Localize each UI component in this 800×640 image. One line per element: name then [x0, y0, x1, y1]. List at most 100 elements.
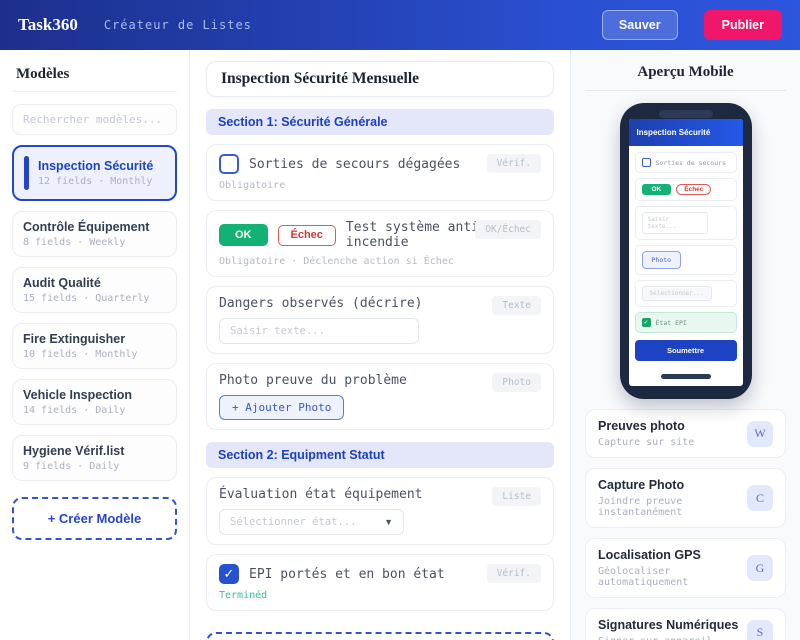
template-title: Fire Extinguisher	[23, 332, 126, 346]
phone-okfail-card: OK Échec	[634, 178, 737, 201]
phone-photo-card: Photo	[634, 245, 737, 275]
text-field-input[interactable]	[219, 318, 419, 344]
photo-proof-icon: W	[747, 420, 773, 447]
phone-select-card: Sélectionner...	[634, 280, 737, 307]
sidebar-title: Modèles	[16, 66, 70, 82]
field-label: Test système anti-incendie	[345, 220, 487, 250]
checkbox-checked[interactable]	[219, 564, 239, 584]
phone-photo-button: Photo	[641, 251, 682, 269]
feature-card-capture-photo: Capture Photo Joindre preuve instantaném…	[585, 468, 786, 528]
field-label: EPI portés et en bon état	[249, 566, 445, 582]
field-type-badge: Liste	[492, 487, 541, 506]
template-title: Contrôle Équipement	[23, 220, 150, 234]
template-meta: 12 fields · Monthly	[38, 176, 153, 187]
phone-check-icon	[641, 318, 651, 327]
field-type-badge: Texte	[492, 296, 541, 315]
template-meta: 10 fields · Monthly	[23, 349, 138, 360]
mobile-preview-panel: Aperçu Mobile Inspection Sécurité Sortie…	[570, 50, 800, 640]
select-placeholder: Sélectionner état...	[230, 516, 357, 528]
phone-epi-label: État EPI	[655, 318, 687, 327]
field-card-checkbox-sorties[interactable]: Vérif. Sorties de secours dégagées Oblig…	[206, 144, 554, 201]
template-item-hygiene-verif[interactable]: Hygiene Vérif.list 9 fields · Daily	[12, 435, 177, 481]
feature-title: Localisation GPS	[598, 548, 701, 562]
template-item-vehicle-inspection[interactable]: Vehicle Inspection 14 fields · Daily	[12, 379, 177, 425]
feature-subtitle: Géolocaliser automatiquement	[598, 566, 689, 588]
feature-card-preuves-photo: Preuves photo Capture sur site W	[585, 409, 786, 458]
feature-card-localisation-gps: Localisation GPS Géolocaliser automatiqu…	[585, 538, 786, 598]
template-item-audit-qualite[interactable]: Audit Qualité 15 fields · Quarterly	[12, 267, 177, 313]
template-title: Hygiene Vérif.list	[23, 444, 125, 458]
feature-title: Preuves photo	[598, 419, 685, 433]
app-header: Task360 Créateur de Listes Sauver Publie…	[0, 0, 800, 50]
template-title: Vehicle Inspection	[23, 388, 133, 402]
feature-subtitle: Capture sur site	[598, 437, 695, 448]
chevron-down-icon: ▼	[384, 517, 393, 527]
phone-notch	[658, 110, 713, 118]
feature-card-signatures: Signatures Numériques Signer sur apparei…	[585, 608, 786, 640]
feature-title: Signatures Numériques	[598, 618, 739, 632]
form-builder-panel: Inspection Sécurité Mensuelle Section 1:…	[190, 50, 570, 640]
field-meta: Obligatoire	[219, 180, 286, 191]
phone-epi-card: État EPI	[634, 312, 737, 333]
phone-text-input: Saisir texte...	[641, 212, 708, 234]
template-meta: 8 fields · Weekly	[23, 237, 126, 248]
create-template-button[interactable]: + Créer Modèle	[12, 497, 177, 540]
feature-subtitle: Joindre preuve instantanément	[598, 496, 683, 518]
field-type-badge: Vérif.	[486, 564, 541, 583]
phone-ok-button: OK	[641, 184, 672, 195]
preview-title: Aperçu Mobile	[637, 64, 734, 80]
sidebar-divider	[12, 91, 177, 92]
phone-echec-button: Échec	[676, 184, 712, 195]
save-button[interactable]: Sauver	[601, 10, 678, 40]
template-search-input[interactable]	[12, 104, 177, 135]
field-card-ok-echec[interactable]: OK/Échec OK Échec Test système anti-ince…	[206, 210, 554, 277]
template-meta: 9 fields · Daily	[23, 461, 120, 472]
gps-icon: G	[747, 555, 773, 581]
ok-button[interactable]: OK	[219, 224, 268, 246]
field-type-badge: OK/Échec	[475, 220, 541, 239]
section-1-banner: Section 1: Sécurité Générale	[206, 109, 554, 135]
publish-button[interactable]: Publier	[703, 10, 782, 40]
field-type-badge: Photo	[492, 373, 541, 392]
add-photo-button[interactable]: + Ajouter Photo	[219, 395, 345, 420]
field-card-checkbox-epi[interactable]: Vérif. EPI portés et en bon état Terminé…	[206, 554, 554, 611]
nav-link-list-creator[interactable]: Créateur de Listes	[103, 18, 252, 32]
phone-select-input: Sélectionner...	[641, 286, 712, 301]
field-meta: Obligatoire · Déclenche action si Échec	[219, 256, 454, 267]
template-item-controle-equipement[interactable]: Contrôle Équipement 8 fields · Weekly	[12, 211, 177, 257]
form-title-card[interactable]: Inspection Sécurité Mensuelle	[206, 61, 554, 97]
etat-select-dropdown[interactable]: Sélectionner état... ▼	[219, 509, 404, 535]
phone-checkbox-label: Sorties de secours	[655, 158, 726, 167]
field-card-photo-preuve[interactable]: Photo Photo preuve du problème + Ajouter…	[206, 363, 554, 430]
template-item-inspection-securite[interactable]: Inspection Sécurité 12 fields · Monthly	[12, 145, 177, 201]
field-type-badge: Vérif.	[486, 154, 541, 173]
field-label: Photo preuve du problème	[219, 373, 407, 388]
phone-screen: Inspection Sécurité Sorties de secours O…	[628, 119, 743, 386]
field-status-done: Terminéd	[219, 590, 268, 601]
checkbox-unchecked[interactable]	[219, 154, 239, 174]
main-layout: Modèles Inspection Sécurité 12 fields · …	[0, 50, 800, 640]
phone-text-card: Saisir texte...	[634, 206, 737, 240]
feature-title: Capture Photo	[598, 478, 685, 492]
template-item-fire-extinguisher[interactable]: Fire Extinguisher 10 fields · Monthly	[12, 323, 177, 369]
preview-divider	[585, 90, 786, 91]
field-label: Sorties de secours dégagées	[249, 156, 461, 172]
phone-app-header: Inspection Sécurité	[628, 119, 743, 146]
active-accent-bar	[24, 156, 29, 190]
section-2-banner: Section 2: Equipment Statut	[206, 442, 554, 468]
camera-icon: C	[747, 485, 773, 511]
phone-checkbox-icon	[641, 158, 651, 167]
template-meta: 15 fields · Quarterly	[23, 293, 150, 304]
field-card-list-evaluation[interactable]: Liste Évaluation état équipement Sélecti…	[206, 477, 554, 545]
phone-home-indicator	[660, 374, 711, 379]
echec-button[interactable]: Échec	[277, 224, 336, 246]
app-logo: Task360	[18, 15, 78, 34]
phone-checkbox-card: Sorties de secours	[634, 152, 737, 173]
add-field-button[interactable]: + Ajouter Champ	[206, 632, 554, 640]
phone-mockup: Inspection Sécurité Sorties de secours O…	[619, 103, 752, 399]
templates-sidebar: Modèles Inspection Sécurité 12 fields · …	[0, 50, 190, 640]
field-label: Évaluation état équipement	[219, 487, 423, 502]
field-card-text-dangers[interactable]: Texte Dangers observés (décrire)	[206, 286, 554, 354]
feature-subtitle: Signer sur appareil	[598, 636, 747, 640]
template-meta: 14 fields · Daily	[23, 405, 126, 416]
